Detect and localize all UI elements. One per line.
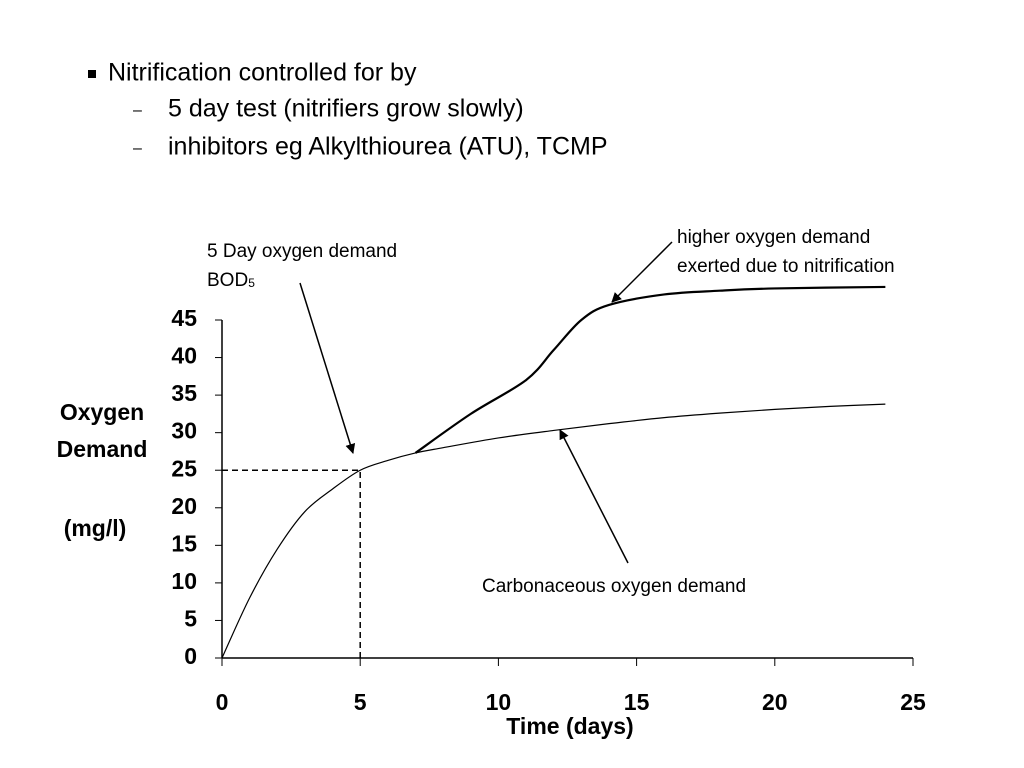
bod5-guide: [222, 469, 361, 658]
annotation: BOD5: [207, 270, 255, 291]
arrow: [299, 282, 356, 454]
series-line: [414, 285, 886, 454]
x-tick-label: 5: [354, 689, 367, 715]
y-axis-label: (mg/l): [64, 515, 127, 541]
annotation: higher oxygen demand: [677, 227, 870, 248]
y-axis-label: Demand: [57, 436, 148, 462]
y-tick-label: 20: [171, 493, 197, 519]
x-tick-label: 15: [624, 689, 650, 715]
x-axis-label: Time (days): [506, 713, 633, 739]
series-line: [221, 403, 886, 659]
bullet-icon: [88, 70, 96, 78]
y-tick-label: 30: [171, 418, 197, 444]
y-tick-label: 35: [171, 380, 197, 406]
x-tick-label: 20: [762, 689, 788, 715]
y-tick-label: 45: [171, 305, 197, 331]
annotation: 5 Day oxygen demand: [207, 241, 397, 262]
dash: –: [133, 102, 142, 119]
y-axis-label: Oxygen: [60, 399, 144, 425]
y-tick-label: 5: [184, 606, 197, 632]
y-tick-label: 40: [171, 343, 197, 369]
sub-bullet: inhibitors eg Alkylthiourea (ATU), TCMP: [168, 133, 608, 161]
subscript: 5: [248, 276, 255, 290]
x-tick-label: 0: [216, 689, 229, 715]
annotation: exerted due to nitrification: [677, 256, 895, 277]
y-tick-label: 10: [171, 568, 197, 594]
dash: –: [133, 140, 142, 157]
y-tick-label: 0: [184, 643, 197, 669]
y-tick-label: 25: [171, 455, 197, 481]
arrow: [611, 241, 673, 303]
annotation: BOD: [207, 270, 248, 291]
x-tick-label: 25: [900, 689, 926, 715]
sub-bullet: 5 day test (nitrifiers grow slowly): [168, 95, 524, 123]
y-tick-label: 15: [171, 530, 197, 556]
bullet: Nitrification controlled for by: [108, 59, 417, 87]
x-tick-label: 10: [486, 689, 512, 715]
annotation: Carbonaceous oxygen demand: [482, 576, 746, 597]
arrow: [559, 429, 629, 564]
